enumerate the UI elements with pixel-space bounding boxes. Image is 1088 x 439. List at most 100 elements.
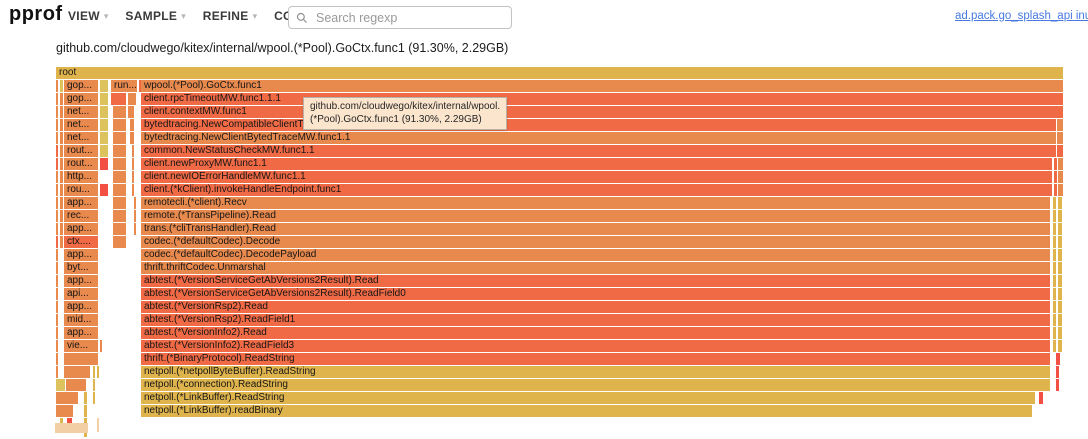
flame-cell[interactable]: remote.(*TransPipeline).Read — [141, 210, 1050, 222]
flame-cell[interactable] — [1058, 223, 1062, 235]
flame-cell[interactable] — [64, 366, 90, 378]
flame-cell[interactable] — [56, 119, 58, 131]
flame-cell[interactable] — [56, 145, 58, 157]
flame-cell[interactable] — [56, 236, 58, 248]
flame-cell[interactable] — [128, 106, 134, 118]
flame-cell[interactable]: bytedtracing.NewCompatibleClientT — [141, 119, 1056, 131]
flame-cell[interactable]: run... — [111, 80, 137, 92]
flame-cell[interactable] — [1058, 210, 1062, 222]
flame-cell[interactable] — [130, 119, 134, 131]
flame-cell[interactable] — [93, 366, 95, 378]
flame-cell[interactable] — [100, 132, 108, 144]
flame-cell[interactable] — [1053, 223, 1056, 235]
flame-cell[interactable] — [1058, 158, 1063, 170]
flame-cell[interactable] — [132, 145, 134, 157]
flame-cell[interactable]: client.newProxyMW.func1.1 — [141, 158, 1052, 170]
flame-cell[interactable] — [1053, 249, 1056, 261]
flame-cell[interactable] — [1053, 262, 1056, 274]
flame-cell[interactable] — [97, 418, 99, 432]
flame-cell[interactable] — [64, 353, 98, 365]
flame-cell[interactable] — [56, 106, 58, 118]
flame-cell[interactable] — [60, 236, 63, 248]
flame-cell[interactable]: mid... — [64, 314, 98, 326]
profile-link[interactable]: ad.pack.go_splash_api inuse_sp — [955, 10, 1088, 22]
flame-cell[interactable] — [56, 353, 58, 365]
flame-cell[interactable] — [128, 93, 136, 105]
flame-cell[interactable]: net... — [64, 132, 98, 144]
flame-cell[interactable]: abtest.(*VersionInfo2).ReadField3 — [141, 340, 1050, 352]
flame-cell[interactable] — [60, 132, 63, 144]
flame-cell[interactable]: rou... — [64, 184, 98, 196]
flame-cell[interactable] — [1058, 301, 1062, 313]
flame-cell[interactable]: codec.(*defaultCodec).DecodePayload — [141, 249, 1050, 261]
flame-cell[interactable] — [111, 93, 126, 105]
flame-cell[interactable] — [1054, 184, 1057, 196]
flame-cell[interactable]: abtest.(*VersionServiceGetAbVersions2Res… — [141, 288, 1050, 300]
search-input[interactable] — [314, 9, 498, 26]
flame-cell[interactable]: client.rpcTimeoutMW.func1.1.1 — [141, 93, 1063, 105]
flame-cell[interactable] — [56, 301, 58, 313]
flame-cell[interactable] — [93, 379, 95, 391]
flame-cell[interactable] — [1053, 197, 1056, 209]
flame-cell[interactable] — [1053, 236, 1056, 248]
flame-cell[interactable]: client.contextMW.func1 — [141, 106, 1063, 118]
flame-cell[interactable]: api... — [64, 288, 98, 300]
flame-cell[interactable]: http... — [64, 171, 98, 183]
flame-cell[interactable] — [1054, 158, 1057, 170]
flame-cell[interactable] — [56, 132, 58, 144]
flame-cell[interactable] — [60, 158, 63, 170]
flame-cell[interactable]: remotecli.(*client).Recv — [141, 197, 1050, 209]
flame-cell[interactable]: app... — [64, 223, 98, 235]
flame-cell[interactable]: abtest.(*VersionRsp2).ReadField1 — [141, 314, 1050, 326]
flame-cell[interactable] — [60, 145, 63, 157]
flame-cell[interactable] — [56, 184, 58, 196]
flame-cell[interactable]: client.(*kClient).invokeHandleEndpoint.f… — [141, 184, 1052, 196]
flame-cell[interactable]: abtest.(*VersionRsp2).Read — [141, 301, 1050, 313]
flame-cell[interactable]: rec... — [64, 210, 98, 222]
menu-refine[interactable]: REFINE ▾ — [203, 9, 257, 23]
flame-cell[interactable] — [56, 223, 58, 235]
flame-cell[interactable] — [1056, 366, 1059, 378]
flame-cell[interactable] — [60, 119, 63, 131]
flame-cell[interactable] — [56, 340, 58, 352]
flame-cell[interactable]: vie... — [64, 340, 98, 352]
flame-cell[interactable] — [60, 184, 63, 196]
flame-cell[interactable] — [1058, 327, 1062, 339]
flame-cell[interactable] — [1058, 249, 1062, 261]
flame-cell[interactable]: app... — [64, 249, 98, 261]
flame-cell[interactable] — [56, 80, 58, 92]
flame-cell[interactable]: app... — [64, 301, 98, 313]
flame-cell[interactable] — [1058, 197, 1062, 209]
flame-cell[interactable] — [60, 223, 63, 235]
flame-cell[interactable]: rout... — [64, 145, 98, 157]
flame-cell[interactable]: ctx.... — [64, 236, 98, 248]
flame-cell[interactable] — [1039, 392, 1043, 404]
flame-cell[interactable]: net... — [64, 119, 98, 131]
search-box[interactable] — [288, 6, 512, 29]
flame-cell[interactable] — [113, 236, 126, 248]
flame-cell[interactable] — [1058, 262, 1062, 274]
flame-cell[interactable] — [93, 392, 95, 404]
flame-cell[interactable]: thrift.thriftCodec.Unmarshal — [141, 262, 1050, 274]
flame-cell[interactable] — [113, 171, 126, 183]
flame-cell[interactable] — [56, 249, 58, 261]
flame-cell[interactable] — [60, 197, 63, 209]
flame-cell[interactable] — [132, 171, 134, 183]
flame-cell[interactable] — [100, 80, 108, 92]
flame-cell[interactable] — [130, 132, 134, 144]
flame-cell[interactable] — [56, 392, 78, 404]
flame-cell[interactable] — [100, 340, 102, 352]
flame-cell[interactable] — [113, 184, 126, 196]
menu-view[interactable]: VIEW ▾ — [68, 9, 108, 23]
flame-cell[interactable] — [1057, 119, 1063, 131]
flame-cell[interactable]: common.NewStatusCheckMW.func1.1 — [141, 145, 1056, 157]
flame-cell[interactable] — [60, 106, 63, 118]
flame-cell[interactable] — [1058, 275, 1062, 287]
flame-cell[interactable] — [60, 93, 63, 105]
menu-sample[interactable]: SAMPLE ▾ — [125, 9, 185, 23]
flame-cell[interactable] — [100, 184, 108, 196]
flame-cell[interactable] — [56, 197, 58, 209]
flame-cell[interactable] — [100, 158, 108, 170]
flame-cell[interactable]: codec.(*defaultCodec).Decode — [141, 236, 1050, 248]
flame-cell[interactable] — [56, 366, 58, 378]
